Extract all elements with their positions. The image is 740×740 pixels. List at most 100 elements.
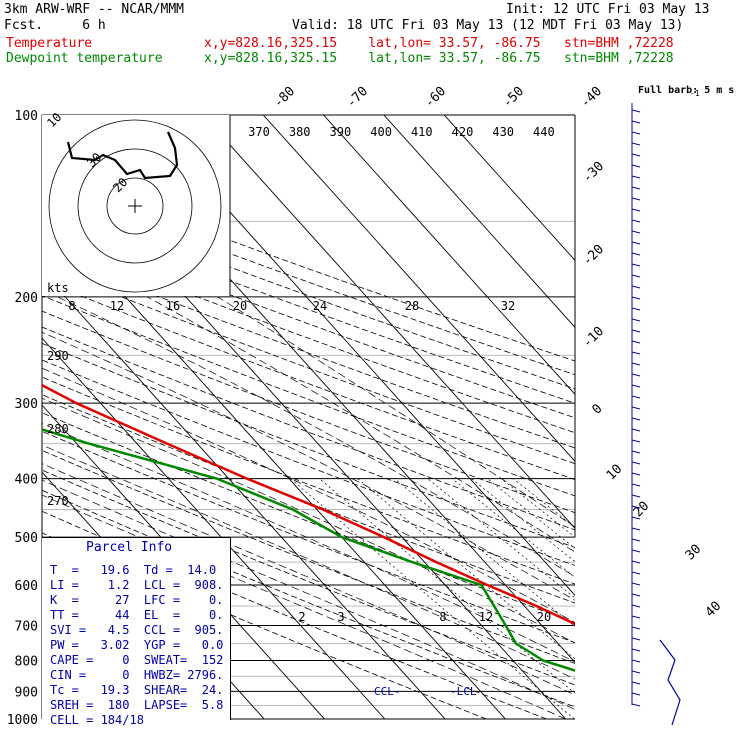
isotherm-label: 30 (683, 542, 705, 564)
barb-legend: Full barb: 5 m s (638, 85, 734, 96)
wind-barb (631, 274, 641, 278)
wind-barb (631, 395, 641, 399)
mixing-ratio-line (487, 478, 575, 549)
low-mixing-ratio-label: 3 (337, 610, 344, 624)
wind-barb (631, 318, 641, 322)
isotherm-label: 0 (589, 401, 605, 417)
temperature-legend: Temperature (6, 36, 93, 51)
isotherm (262, 115, 575, 463)
wind-barb (631, 571, 641, 575)
dry-adiabat (42, 359, 575, 566)
parcel-info-row: Tc = 19.3 SHEAR= 24. (50, 683, 224, 697)
pressure-tick-label: 200 (15, 291, 38, 306)
wind-barb (631, 681, 641, 685)
wind-barb (631, 230, 641, 234)
theta-label: 380 (289, 125, 311, 139)
model-title: 3km ARW-WRF -- NCAR/MMM (4, 2, 185, 17)
wind-barb (631, 692, 641, 696)
isotherm-label: -30 (580, 159, 607, 186)
dry-adiabat (42, 376, 575, 585)
mixing-ratio-label: 28 (405, 299, 419, 313)
dry-adiabat (42, 394, 575, 604)
wind-barb (631, 296, 641, 300)
pressure-tick-label: 500 (15, 531, 38, 546)
wind-barb (631, 241, 641, 245)
wind-barb (631, 670, 641, 674)
wind-barb (631, 472, 641, 476)
isotherm-label: 10 (604, 462, 626, 484)
pressure-tick-label: 400 (15, 473, 38, 488)
wind-barb (631, 505, 641, 509)
pressure-tick-label: 300 (15, 397, 38, 412)
wind-barb (631, 637, 641, 641)
dewpoint-legend: Dewpoint temperature (6, 51, 163, 66)
dry-adiabat (42, 295, 575, 497)
theta-label: 420 (452, 125, 474, 139)
mixing-ratio-line (451, 478, 575, 578)
parcel-info-panel: Parcel Info T = 19.6 Td = 14.0 LI = 1.2 L… (42, 537, 231, 727)
dry-adiabat (42, 265, 575, 465)
pressure-tick-label: 1000 (7, 713, 38, 728)
isotherm-label: -70 (344, 84, 371, 111)
isotherm-label: -20 (580, 242, 607, 269)
mixing-ratio-label: 16 (166, 299, 180, 313)
wind-barb (631, 428, 641, 432)
adiabat-side-label: 280 (47, 422, 69, 436)
mixing-ratio-label: 32 (501, 299, 515, 313)
wind-barb (631, 604, 641, 608)
parcel-info-row: CIN = 0 HWBZ= 2796. (50, 668, 224, 682)
forecast-hour: Fcst. 6 h (4, 18, 106, 33)
pressure-tick-label: 600 (15, 579, 38, 594)
parcel-info-row: T = 19.6 Td = 14.0 (50, 563, 217, 577)
wind-barb (631, 307, 641, 311)
wind-barb (631, 252, 641, 256)
isotherm-label: -80 (271, 84, 298, 111)
wind-barb (631, 373, 641, 377)
wind-barb (631, 351, 641, 355)
wind-barb (631, 615, 641, 619)
dry-adiabat (42, 342, 575, 548)
parcel-info-row: LI = 1.2 LCL = 908. (50, 578, 224, 592)
temperature-profile (42, 383, 575, 626)
isotherm-label: -40 (578, 84, 605, 111)
wind-barb (631, 120, 641, 124)
wind-barb (631, 593, 641, 597)
dry-adiabat (42, 469, 575, 686)
isotherm-label: -50 (500, 84, 527, 111)
adiabat-side-label: 270 (47, 494, 69, 508)
init-time: Init: 12 UTC Fri 03 May 13 (506, 2, 710, 17)
wind-barb (631, 186, 641, 190)
wind-barb (631, 153, 641, 157)
wind-barb (631, 175, 641, 179)
wind-barb (631, 450, 641, 454)
temperature-location: x,y=828.16,325.15 lat,lon= 33.57, -86.75… (204, 36, 674, 51)
wind-barb (631, 461, 641, 465)
wind-barb (631, 362, 641, 366)
dewpoint-profile (42, 428, 575, 672)
pressure-tick-label: 700 (15, 619, 38, 634)
level-annotation: -LCL (450, 685, 477, 698)
moist-adiabat (146, 296, 575, 553)
low-level-wind-barbs (659, 639, 681, 726)
hodograph-ring (77, 148, 193, 264)
wind-barb (631, 406, 641, 410)
barb-legend-exponent: -1 (690, 89, 700, 98)
theta-label: 440 (533, 125, 555, 139)
dry-adiabat (42, 310, 575, 514)
mixing-ratio-line (512, 478, 575, 528)
adiabat-side-label: 290 (47, 349, 69, 363)
dry-adiabat (42, 326, 575, 531)
hodograph-trace (66, 131, 179, 180)
wind-barb (631, 549, 641, 553)
dry-adiabat (42, 250, 575, 449)
dry-adiabat (42, 430, 575, 644)
parcel-info-row: PW = 3.02 YGP = 0.0 (50, 638, 224, 652)
isotherm (42, 270, 446, 719)
pressure-tick-label: 900 (15, 685, 38, 700)
mixing-ratio-label: 8 (68, 299, 75, 313)
theta-label: 400 (370, 125, 392, 139)
mixing-ratio-label: 24 (313, 299, 327, 313)
isotherm (443, 115, 575, 262)
low-mixing-ratio-label: 2 (298, 610, 305, 624)
theta-label: 390 (330, 125, 352, 139)
